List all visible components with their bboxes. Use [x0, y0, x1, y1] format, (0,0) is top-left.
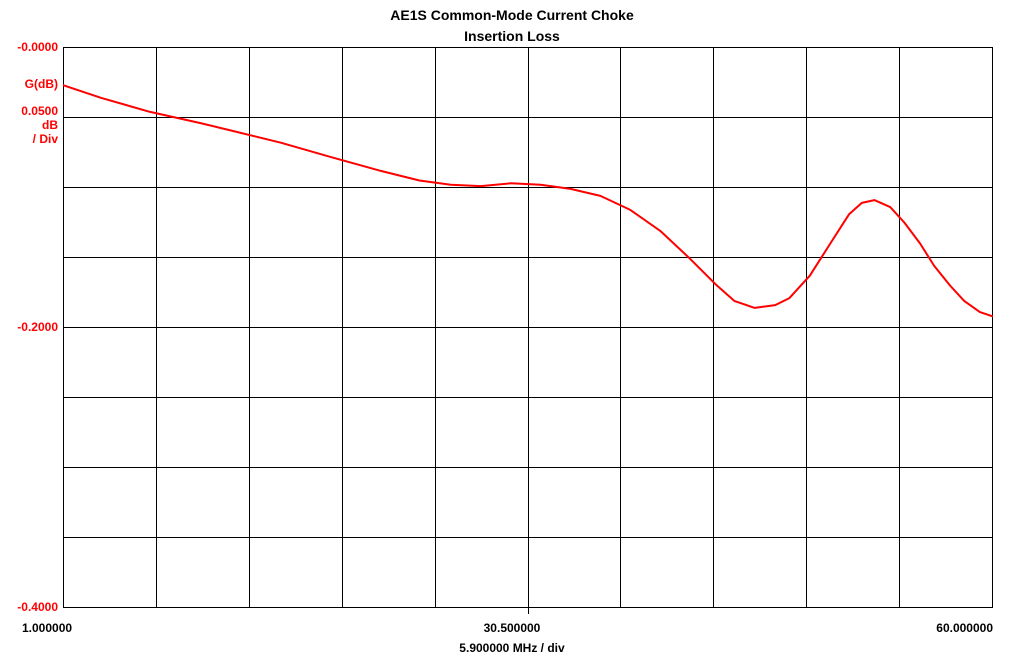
chart-title-line1: AE1S Common-Mode Current Choke [390, 7, 634, 23]
y-axis-top-label: -0.0000 [17, 40, 58, 54]
trace-name-label: G(dB) [24, 77, 58, 91]
y-axis-bottom-label: -0.4000 [17, 600, 58, 614]
x-axis-mid-label: 30.500000 [483, 621, 541, 635]
y-axis-mid-label: -0.2000 [17, 320, 58, 334]
x-axis-left-label: 1.000000 [22, 621, 73, 635]
x-div-label: 5.900000 MHz / div [459, 641, 565, 655]
chart-title-line2: Insertion Loss [464, 28, 560, 44]
y-scale-unit-label: dB [42, 118, 58, 132]
y-scale-perdiv-label: / Div [32, 132, 58, 146]
y-scale-value-label: 0.0500 [21, 104, 58, 118]
plot-area [63, 47, 993, 614]
x-axis-right-label: 60.000000 [936, 621, 993, 635]
